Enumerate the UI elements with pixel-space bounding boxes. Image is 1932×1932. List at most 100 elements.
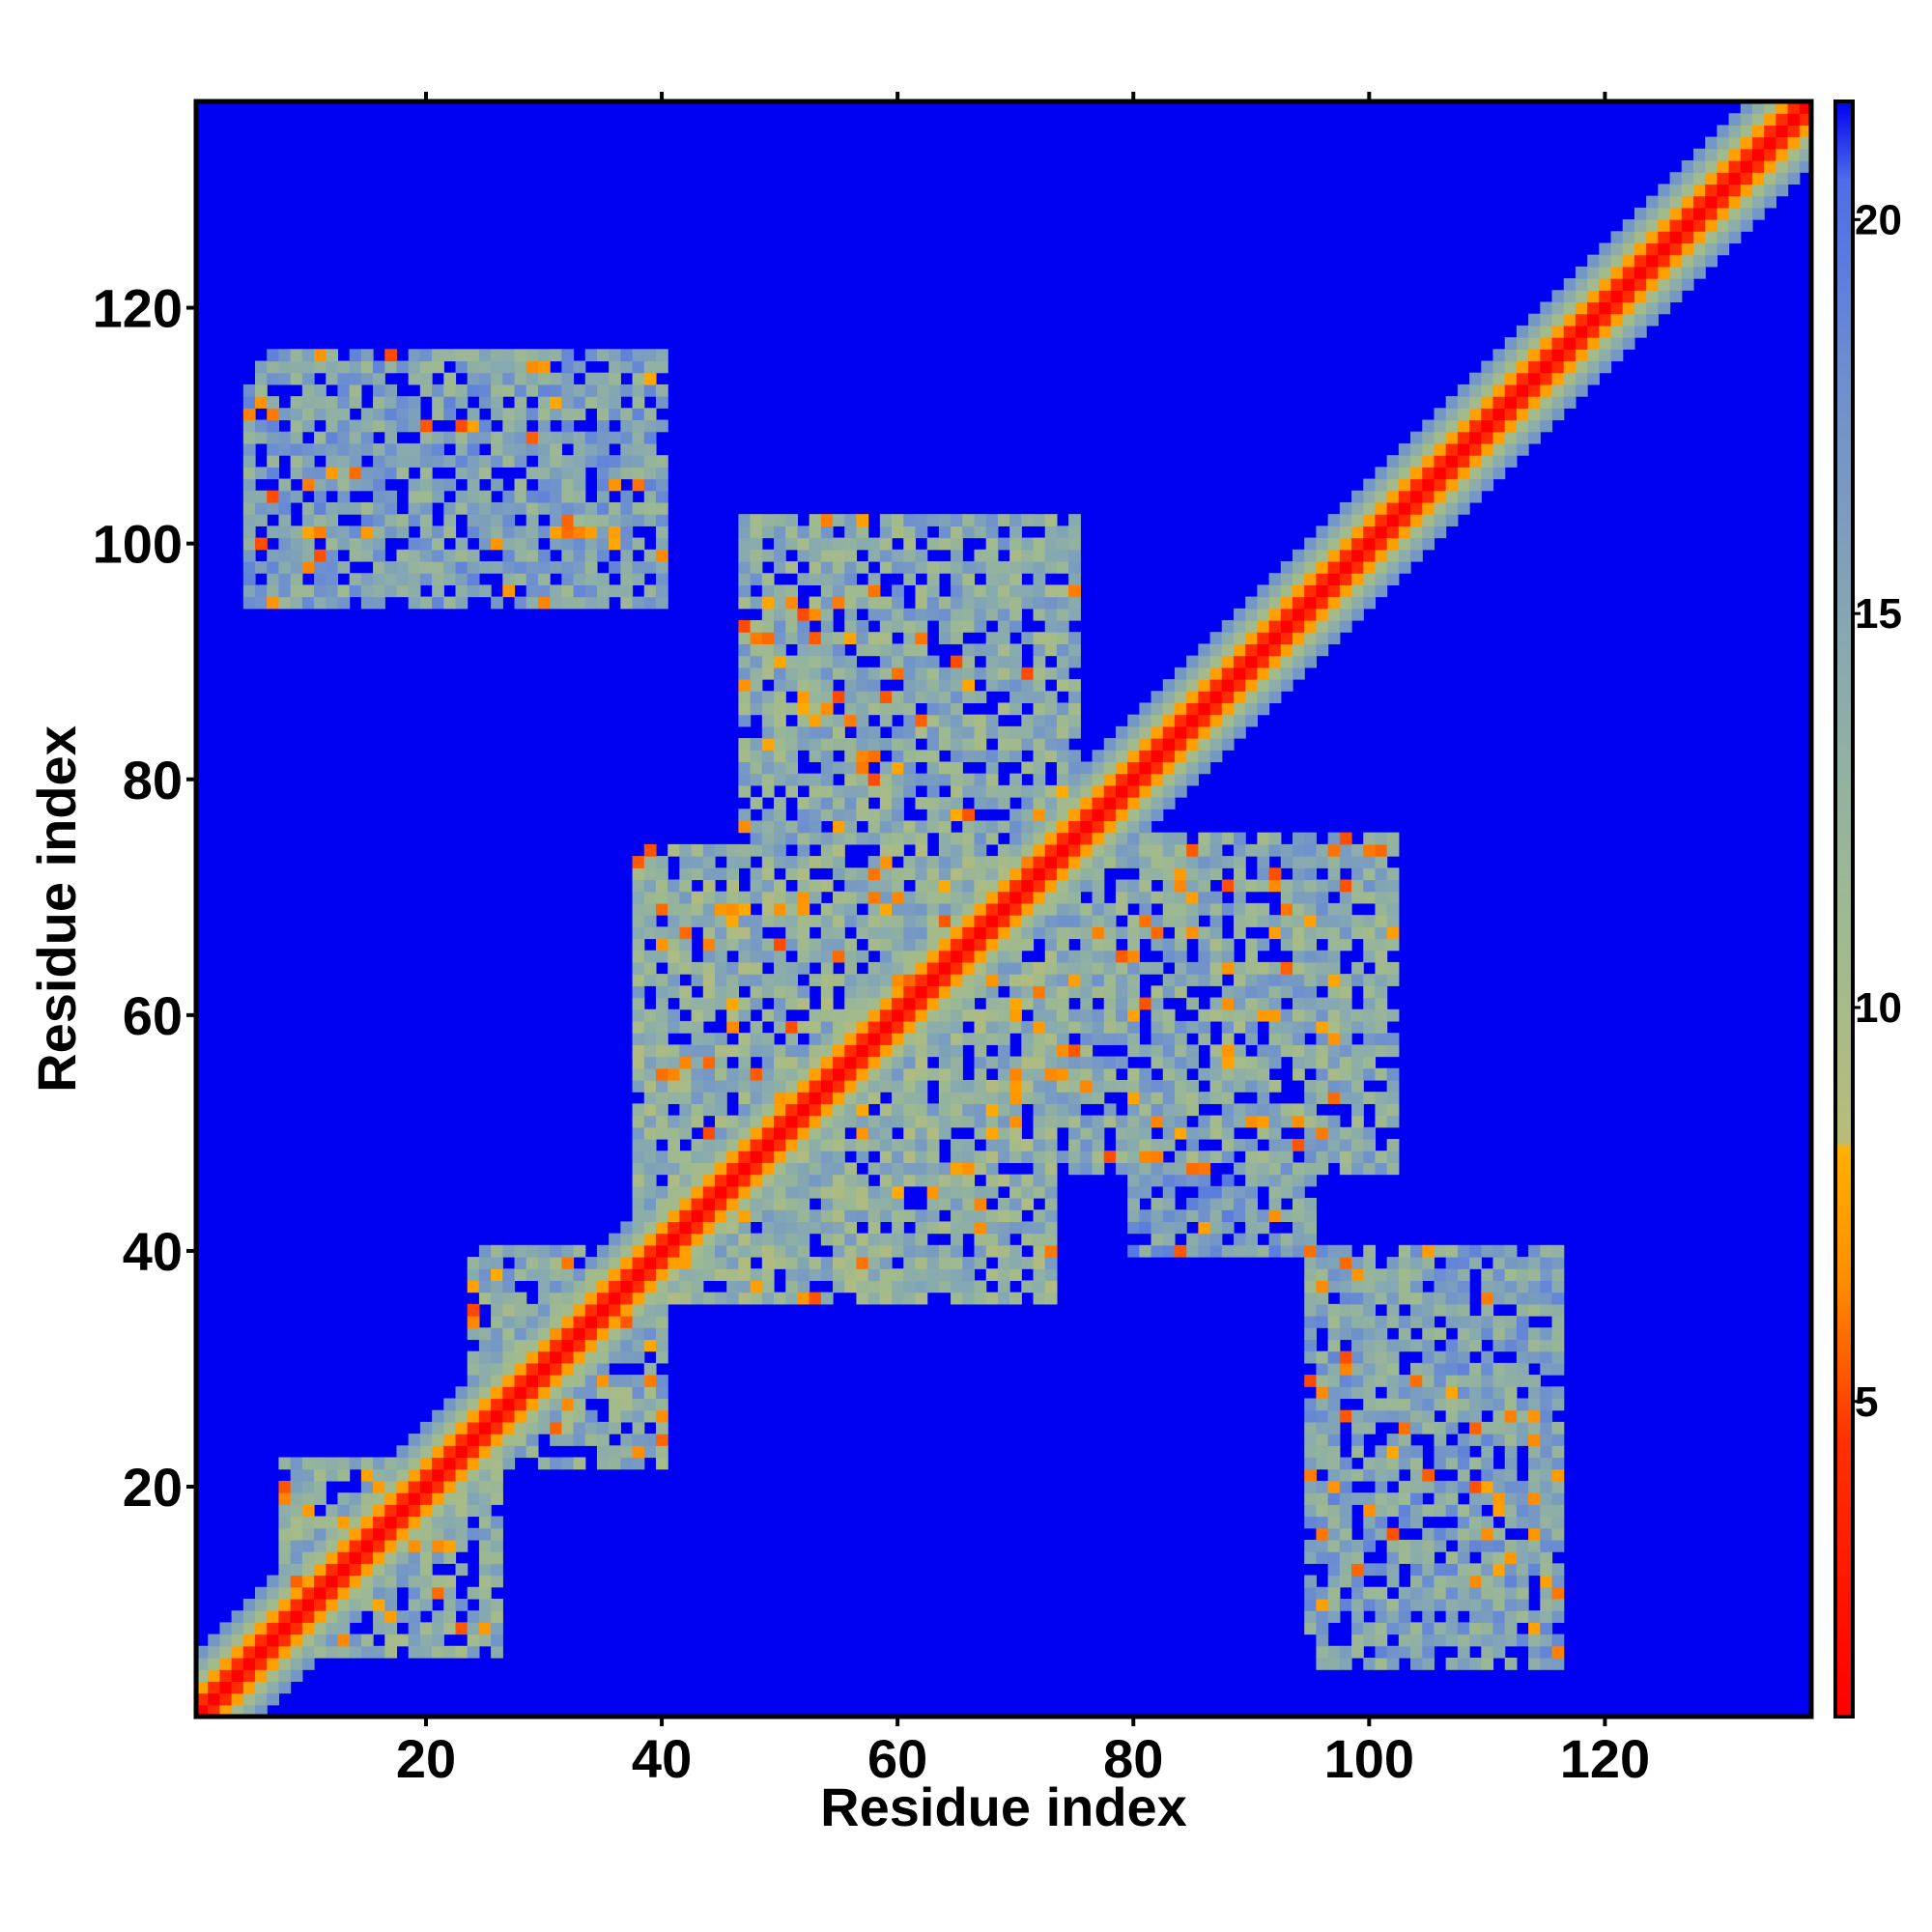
heatmap-cell: [1293, 879, 1305, 893]
heatmap-cell: [1033, 820, 1046, 834]
heatmap-cell: [1386, 1445, 1400, 1459]
heatmap-cell: [1115, 856, 1128, 868]
heatmap-cell: [219, 1657, 233, 1670]
heatmap-cell: [1103, 1009, 1117, 1022]
heatmap-cell: [985, 902, 999, 916]
heatmap-cell: [550, 1375, 562, 1387]
heatmap-cell: [761, 1138, 775, 1151]
heatmap-cell: [301, 596, 315, 610]
heatmap-cell: [726, 1292, 739, 1305]
heatmap-cell: [373, 490, 385, 503]
heatmap-cell: [1056, 856, 1069, 868]
heatmap-cell: [879, 1079, 893, 1093]
heatmap-cell: [903, 526, 917, 539]
heatmap-cell: [1504, 396, 1518, 409]
heatmap-cell: [655, 1209, 668, 1223]
heatmap-cell: [1504, 1386, 1518, 1400]
heatmap-cell: [267, 419, 280, 433]
heatmap-cell: [1186, 655, 1199, 668]
heatmap-cell: [1080, 1020, 1094, 1034]
heatmap-cell: [632, 1138, 645, 1151]
heatmap-cell: [809, 526, 822, 539]
heatmap-cell: [443, 455, 457, 468]
heatmap-cell: [1469, 1362, 1482, 1376]
heatmap-cell: [1327, 1268, 1341, 1282]
heatmap-cell: [985, 714, 999, 727]
heatmap-cell: [738, 655, 752, 668]
heatmap-cell: [926, 902, 940, 916]
heatmap-cell: [1293, 1185, 1305, 1199]
heatmap-cell: [1257, 1044, 1270, 1058]
heatmap-cell: [643, 1233, 657, 1246]
heatmap-cell: [1457, 1316, 1470, 1328]
heatmap-cell: [1398, 1492, 1411, 1505]
heatmap-cell: [1127, 879, 1140, 893]
heatmap-cell: [844, 750, 858, 763]
heatmap-cell: [1186, 702, 1199, 716]
heatmap-cell: [1056, 961, 1069, 975]
heatmap-cell: [974, 738, 987, 751]
heatmap-cell: [844, 797, 858, 810]
heatmap-cell: [643, 974, 657, 986]
heatmap-cell: [1504, 372, 1518, 385]
heatmap-cell: [974, 1233, 987, 1246]
heatmap-cell: [1209, 643, 1223, 657]
heatmap-cell: [985, 549, 999, 562]
heatmap-cell: [903, 750, 917, 763]
heatmap-cell: [1304, 1586, 1318, 1600]
heatmap-cell: [1351, 1539, 1364, 1552]
heatmap-cell: [242, 455, 256, 468]
heatmap-cell: [455, 490, 469, 503]
heatmap-cell: [561, 560, 575, 574]
heatmap-cell: [655, 1303, 668, 1317]
heatmap-cell: [267, 455, 280, 468]
heatmap-cell: [668, 1233, 680, 1246]
heatmap-cell: [938, 1033, 952, 1045]
heatmap-cell: [915, 691, 928, 704]
heatmap-cell: [1186, 667, 1199, 680]
heatmap-cell: [1398, 514, 1411, 526]
heatmap-cell: [373, 396, 385, 409]
heatmap-cell: [561, 1339, 575, 1352]
heatmap-cell: [1398, 1516, 1411, 1529]
heatmap-cell: [314, 1539, 327, 1552]
heatmap-cell: [478, 1268, 492, 1282]
heatmap-cell: [833, 1233, 845, 1246]
heatmap-cell: [1304, 584, 1318, 598]
heatmap-cell: [938, 974, 952, 986]
heatmap-cell: [384, 1645, 398, 1659]
heatmap-cell: [1103, 1115, 1117, 1128]
heatmap-cell: [1398, 1386, 1411, 1400]
heatmap-cell: [314, 1492, 327, 1505]
heatmap-cell: [620, 1375, 634, 1387]
heatmap-cell: [349, 526, 362, 539]
heatmap-cell: [820, 691, 834, 704]
heatmap-cell: [478, 467, 492, 480]
heatmap-cell: [643, 1162, 657, 1176]
heatmap-cell: [1410, 1409, 1423, 1423]
heatmap-cell: [1233, 1056, 1246, 1069]
heatmap-cell: [879, 1198, 893, 1210]
heatmap-cell: [1044, 750, 1058, 763]
heatmap-cell: [1044, 596, 1058, 610]
heatmap-cell: [1445, 1610, 1459, 1623]
heatmap-cell: [1151, 773, 1164, 786]
heatmap-cell: [384, 1492, 398, 1505]
heatmap-cell: [797, 867, 810, 881]
heatmap-cell: [267, 490, 280, 503]
heatmap-cell: [1162, 1221, 1176, 1235]
heatmap-cell: [337, 1634, 351, 1647]
heatmap-cell: [915, 1280, 928, 1293]
heatmap-cell: [1316, 974, 1329, 986]
heatmap-cell: [867, 784, 881, 798]
heatmap-cell: [1068, 1126, 1081, 1140]
heatmap-cell: [419, 1468, 433, 1482]
heatmap-cell: [809, 1056, 822, 1069]
heatmap-cell: [326, 501, 339, 515]
heatmap-cell: [1304, 1316, 1318, 1328]
heatmap-cell: [502, 1280, 516, 1293]
heatmap-cell: [373, 384, 385, 397]
heatmap-cell: [797, 773, 810, 786]
heatmap-cell: [750, 1044, 763, 1058]
heatmap-cell: [609, 1421, 621, 1435]
